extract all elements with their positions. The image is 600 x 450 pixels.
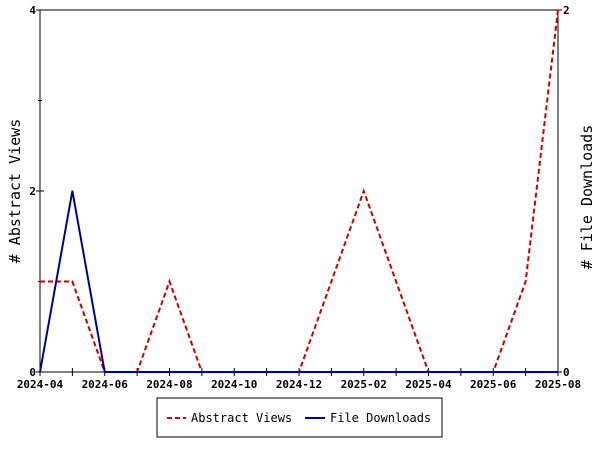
x-tick-label-2024-04: 2024-04 bbox=[17, 378, 64, 391]
data-point-abstract-views-2025-03 bbox=[395, 280, 397, 283]
y-left-tick-label-4: 4 bbox=[29, 4, 36, 17]
data-point-file-downloads-2024-06 bbox=[103, 371, 106, 373]
x-tick-label-2024-10: 2024-10 bbox=[211, 378, 257, 391]
data-point-abstract-views-2025-07 bbox=[524, 280, 527, 283]
y-axis-title-left: # Abstract Views bbox=[6, 119, 24, 264]
data-point-file-downloads-2025-07 bbox=[524, 371, 527, 373]
x-tick-label-2024-06: 2024-06 bbox=[82, 378, 129, 391]
x-tick-label-2024-08: 2024-08 bbox=[146, 378, 192, 391]
data-point-abstract-views-2025-08 bbox=[557, 9, 559, 11]
data-point-file-downloads-2024-10 bbox=[233, 371, 236, 373]
y-left-tick-label-0: 0 bbox=[29, 366, 36, 379]
data-point-file-downloads-2025-05 bbox=[460, 371, 462, 373]
legend: Abstract Views File Downloads bbox=[156, 397, 443, 438]
legend-label-abstract-views: Abstract Views bbox=[191, 411, 292, 425]
x-tick-label-2025-04: 2025-04 bbox=[405, 378, 452, 391]
data-point-file-downloads-2024-04 bbox=[39, 371, 41, 373]
data-point-file-downloads-2025-01 bbox=[330, 371, 333, 373]
y-left-tick-label-2: 2 bbox=[29, 185, 36, 198]
x-tick-label-2025-06: 2025-06 bbox=[470, 378, 517, 391]
data-point-abstract-views-2024-04 bbox=[39, 280, 41, 283]
series-layer bbox=[39, 9, 559, 373]
data-point-file-downloads-2025-04 bbox=[427, 371, 430, 373]
data-point-file-downloads-2025-08 bbox=[557, 371, 559, 373]
data-point-abstract-views-2025-02 bbox=[362, 190, 365, 192]
data-point-abstract-views-2024-05 bbox=[71, 280, 74, 283]
plot-area bbox=[39, 9, 559, 373]
legend-box bbox=[156, 397, 443, 438]
y-right-tick-label-0: 0 bbox=[563, 366, 570, 379]
data-point-file-downloads-2024-08 bbox=[168, 371, 171, 373]
data-point-file-downloads-2024-11 bbox=[265, 371, 268, 373]
y-right-tick-label-2: 2 bbox=[563, 4, 570, 17]
data-point-file-downloads-2024-05 bbox=[71, 190, 74, 192]
data-point-file-downloads-2024-07 bbox=[136, 371, 138, 373]
y-axis-title-right: # File Downloads bbox=[578, 125, 596, 270]
data-point-file-downloads-2024-12 bbox=[298, 371, 300, 373]
data-point-abstract-views-2025-01 bbox=[330, 280, 333, 283]
data-point-abstract-views-2024-08 bbox=[168, 280, 171, 283]
x-tick-label-2025-08: 2025-08 bbox=[535, 378, 581, 391]
data-point-file-downloads-2025-03 bbox=[395, 371, 397, 373]
data-point-file-downloads-2025-02 bbox=[362, 371, 365, 373]
x-axis: 2024-04 2024-06 2024-08 2024-10 2024-12 2025-… bbox=[17, 368, 581, 391]
data-point-file-downloads-2024-09 bbox=[201, 371, 203, 373]
x-tick-label-2025-02: 2025-02 bbox=[341, 378, 387, 391]
legend-label-file-downloads: File Downloads bbox=[330, 411, 431, 425]
data-point-file-downloads-2025-06 bbox=[492, 371, 495, 373]
x-tick-label-2024-12: 2024-12 bbox=[276, 378, 322, 391]
